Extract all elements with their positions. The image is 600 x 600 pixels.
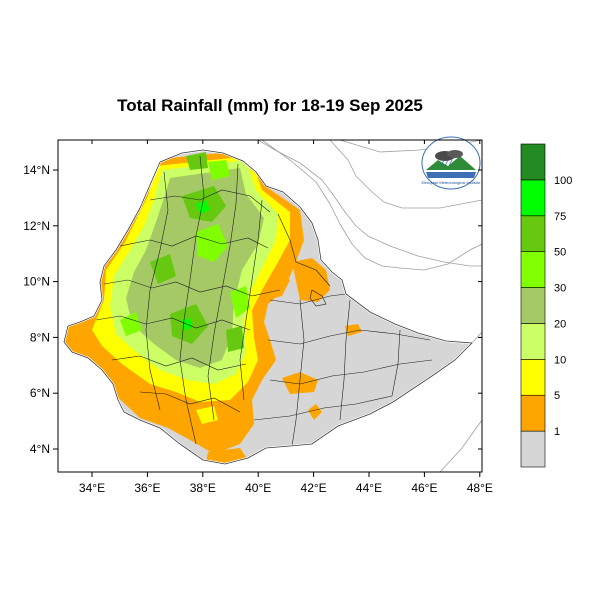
lon-tick-label: 38°E [190, 481, 216, 495]
lat-tick-label: 8°N [30, 330, 50, 344]
legend-label: 100 [554, 175, 572, 187]
legend-label: 30 [554, 283, 566, 295]
lat-tick-label: 14°N [23, 163, 50, 177]
lat-tick-label: 10°N [23, 275, 50, 289]
legend-swatch [520, 143, 546, 181]
lon-tick-label: 44°E [356, 481, 382, 495]
lon-tick-label: 34°E [79, 481, 105, 495]
legend-label: 75 [554, 211, 566, 223]
legend-label: 1 [554, 426, 560, 438]
legend-swatch [520, 359, 546, 396]
legend-label: 20 [554, 318, 566, 330]
legend-label: 50 [554, 247, 566, 259]
logo-icon: Ethiopian Meteorological Institute [421, 136, 482, 190]
map-axes: 34°E 36°E 38°E 40°E 42°E 44°E 46°E 48°E 14°N 12°N… [23, 140, 493, 495]
lon-tick-label: 48°E [467, 481, 493, 495]
map-frame [57, 139, 483, 473]
legend-swatch [520, 323, 546, 360]
legend-label: 10 [554, 354, 566, 366]
lon-tick-label: 36°E [134, 481, 160, 495]
lon-tick-label: 42°E [301, 481, 327, 495]
legend-swatch [520, 215, 546, 252]
legend-swatch [520, 430, 546, 468]
legend-swatch [520, 251, 546, 288]
lat-tick-label: 12°N [23, 219, 50, 233]
legend-swatch [520, 179, 546, 217]
legend-label: 5 [554, 390, 560, 402]
region-boundaries [95, 155, 433, 447]
legend-swatch [520, 287, 546, 324]
lat-tick-label: 6°N [30, 386, 50, 400]
country-outline [63, 149, 473, 465]
lon-tick-label: 40°E [245, 481, 271, 495]
rainfall-legend: 1 5 10 20 30 50 75 100 [520, 143, 572, 468]
legend-swatch [520, 394, 546, 432]
logo-caption: Ethiopian Meteorological Institute [422, 180, 482, 185]
lon-tick-label: 46°E [411, 481, 437, 495]
map-title: Total Rainfall (mm) for 18-19 Sep 2025 [117, 96, 423, 115]
lat-tick-label: 4°N [30, 442, 50, 456]
